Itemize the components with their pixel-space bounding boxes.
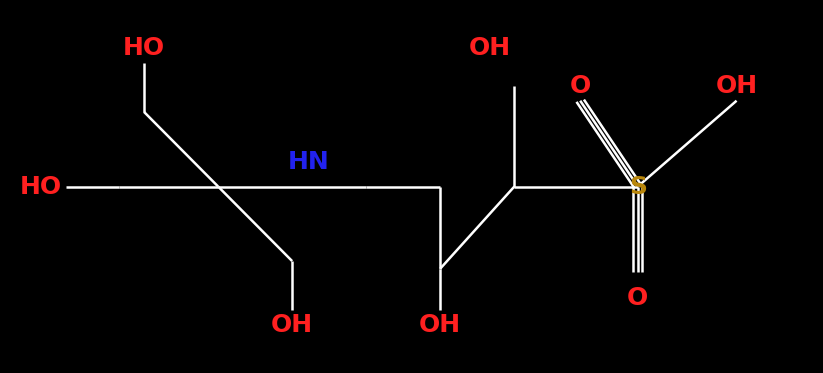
Text: HO: HO — [123, 37, 165, 60]
Text: HO: HO — [20, 175, 62, 198]
Text: OH: OH — [715, 74, 758, 98]
Text: S: S — [629, 175, 647, 198]
Text: OH: OH — [468, 37, 511, 60]
Text: OH: OH — [271, 313, 314, 336]
Text: O: O — [627, 286, 649, 310]
Text: HN: HN — [288, 150, 329, 174]
Text: O: O — [570, 74, 591, 98]
Text: OH: OH — [419, 313, 462, 336]
